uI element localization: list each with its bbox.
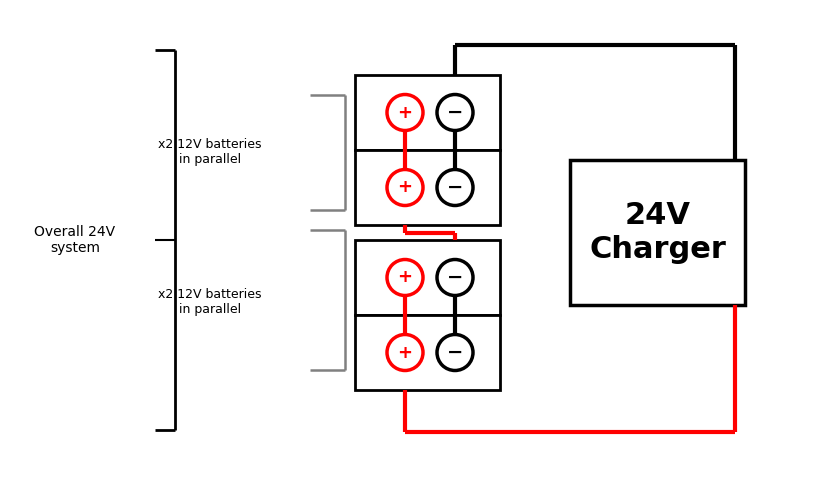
- Bar: [355, 315, 500, 390]
- Bar: [570, 160, 745, 305]
- Text: +: +: [397, 104, 413, 121]
- Circle shape: [387, 260, 423, 296]
- Circle shape: [437, 169, 473, 205]
- Text: −: −: [447, 103, 463, 122]
- Circle shape: [437, 95, 473, 131]
- Text: x2 12V batteries
in parallel: x2 12V batteries in parallel: [158, 138, 262, 166]
- Circle shape: [437, 260, 473, 296]
- Text: −: −: [447, 343, 463, 362]
- Circle shape: [387, 335, 423, 371]
- Circle shape: [387, 169, 423, 205]
- Text: +: +: [397, 268, 413, 287]
- Text: Overall 24V
system: Overall 24V system: [34, 225, 116, 255]
- Text: −: −: [447, 268, 463, 287]
- Text: 24V
Charger: 24V Charger: [589, 201, 726, 264]
- Circle shape: [387, 95, 423, 131]
- Text: −: −: [447, 178, 463, 197]
- Circle shape: [437, 335, 473, 371]
- Text: x2 12V batteries
in parallel: x2 12V batteries in parallel: [158, 288, 262, 316]
- Text: +: +: [397, 344, 413, 361]
- Bar: [355, 150, 500, 225]
- Bar: [355, 240, 500, 315]
- Text: +: +: [397, 179, 413, 196]
- Bar: [355, 75, 500, 150]
